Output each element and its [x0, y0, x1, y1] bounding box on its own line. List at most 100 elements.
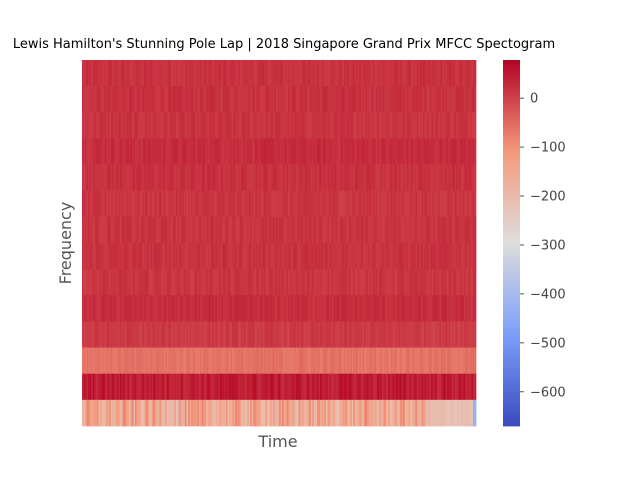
heatmap-cell	[182, 321, 184, 348]
heatmap-cell	[285, 138, 287, 165]
heatmap-cell	[144, 60, 146, 87]
heatmap-cell	[94, 86, 96, 113]
colorbar-segment	[503, 204, 520, 207]
heatmap-cell	[363, 347, 366, 375]
heatmap-cell	[263, 269, 266, 296]
heatmap-cell	[177, 60, 180, 87]
heatmap-cell	[315, 243, 318, 270]
heatmap-cell	[268, 138, 271, 165]
heatmap-cell	[232, 347, 234, 375]
heatmap-cell	[194, 112, 197, 139]
heatmap-cell	[336, 86, 339, 113]
colorbar-segment	[503, 198, 520, 201]
heatmap-cell	[215, 190, 218, 218]
heatmap-cell	[392, 295, 395, 322]
heatmap-cell	[383, 347, 386, 375]
heatmap-cell	[406, 112, 409, 139]
heatmap-cell	[248, 86, 251, 113]
heatmap-cell	[441, 216, 444, 244]
heatmap-cell	[321, 347, 324, 375]
colorbar-segment	[503, 102, 520, 105]
colorbar-segment	[503, 284, 520, 287]
heatmap-cell	[113, 216, 116, 244]
heatmap-cell	[180, 321, 183, 348]
heatmap-cell	[404, 60, 407, 87]
colorbar-segment	[503, 408, 520, 411]
heatmap-cell	[83, 112, 86, 139]
heatmap-cell	[147, 269, 150, 296]
heatmap-cell	[354, 243, 357, 270]
heatmap-cell	[351, 373, 354, 401]
heatmap-cell	[215, 321, 218, 348]
heatmap-cell	[403, 243, 406, 270]
heatmap-cell	[153, 295, 156, 322]
heatmap-cell	[263, 295, 266, 322]
heatmap-cell	[118, 112, 121, 139]
heatmap-cell	[462, 243, 465, 270]
colorbar-segment	[503, 194, 520, 197]
heatmap-cell	[315, 164, 318, 192]
heatmap-cell	[172, 164, 175, 192]
heatmap-cell	[374, 190, 377, 218]
heatmap-cell	[207, 190, 210, 218]
heatmap-cell	[195, 60, 198, 87]
heatmap-cell	[92, 399, 95, 427]
heatmap-cell	[165, 112, 168, 139]
heatmap-cell	[230, 164, 233, 192]
heatmap-cell	[459, 112, 462, 139]
heatmap-cell	[245, 269, 248, 296]
heatmap-cell	[306, 373, 309, 401]
heatmap-cell	[318, 295, 321, 322]
heatmap-cell	[113, 112, 116, 139]
heatmap-cell	[132, 60, 134, 87]
heatmap-cell	[180, 216, 183, 244]
heatmap-cell	[83, 86, 86, 113]
heatmap-cell	[416, 321, 419, 348]
heatmap-cell	[329, 399, 331, 427]
colorbar-segment	[503, 180, 520, 183]
heatmap-cell	[194, 269, 197, 296]
heatmap-cell	[366, 347, 369, 375]
heatmap-cell	[359, 86, 362, 113]
heatmap-cell	[321, 216, 324, 244]
heatmap-cell	[380, 190, 383, 218]
heatmap-cell	[348, 373, 351, 401]
heatmap-cell	[460, 164, 463, 192]
heatmap-cell	[206, 216, 209, 244]
heatmap-cell	[321, 60, 324, 87]
heatmap-cell	[238, 86, 240, 113]
heatmap-cell	[274, 295, 277, 322]
heatmap-cell	[124, 243, 127, 270]
heatmap-cell	[88, 138, 90, 165]
heatmap-cell	[297, 86, 300, 113]
heatmap-cell	[362, 190, 365, 218]
heatmap-cell	[295, 347, 298, 375]
colorbar-segment	[503, 200, 520, 203]
heatmap-cell	[219, 399, 222, 427]
heatmap-cell	[391, 269, 394, 296]
heatmap-cell	[341, 373, 343, 401]
heatmap-cell	[242, 399, 245, 427]
heatmap-cell	[351, 138, 354, 165]
heatmap-cell	[335, 138, 337, 165]
heatmap-cell	[104, 321, 107, 348]
colorbar-segment	[503, 242, 520, 245]
heatmap-cell	[339, 112, 342, 139]
heatmap-cell	[412, 86, 415, 113]
heatmap-cell	[118, 373, 121, 401]
heatmap-cell	[306, 399, 309, 427]
heatmap-cell	[471, 164, 474, 192]
heatmap-cell	[316, 399, 319, 427]
heatmap-cell	[301, 269, 304, 296]
heatmap-cell	[329, 216, 331, 244]
heatmap-cell	[347, 86, 350, 113]
heatmap-cell	[469, 86, 472, 113]
heatmap-cell	[474, 86, 477, 113]
heatmap-cell	[359, 216, 362, 244]
heatmap-cell	[182, 347, 184, 375]
heatmap-cell	[83, 269, 86, 296]
heatmap-cell	[350, 216, 353, 244]
colorbar-segment	[503, 278, 520, 281]
heatmap-cell	[262, 347, 265, 375]
heatmap-cell	[338, 321, 340, 348]
